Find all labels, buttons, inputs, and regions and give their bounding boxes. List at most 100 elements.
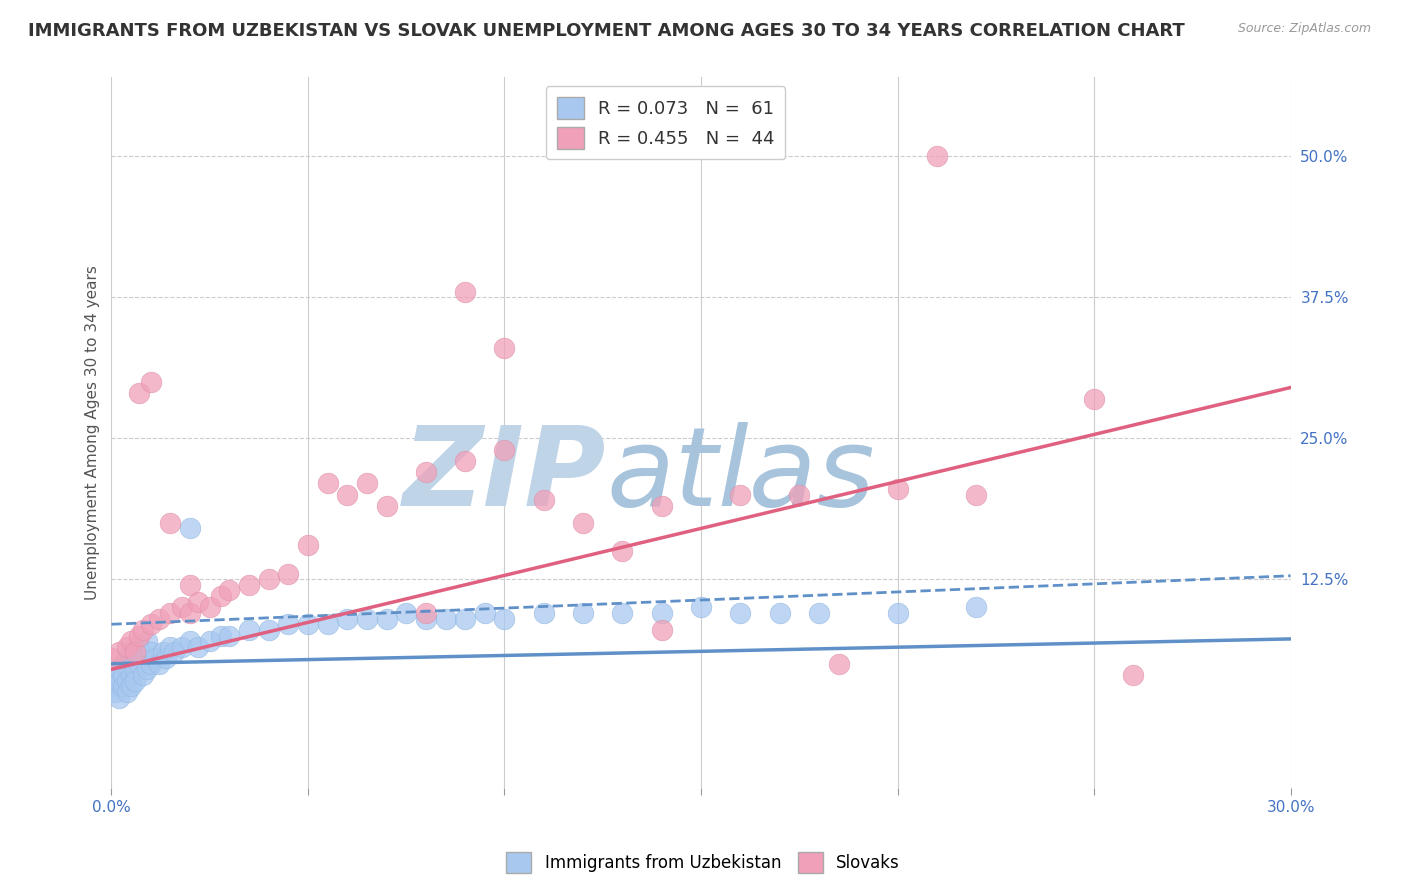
Point (454, 612, 477, 626)
Point (572, 606, 595, 620)
Point (124, 662, 146, 676)
Point (124, 645, 146, 659)
Point (132, 623, 155, 637)
Point (454, 285, 477, 299)
Point (612, 544, 634, 558)
Text: IMMIGRANTS FROM UZBEKISTAN VS SLOVAK UNEMPLOYMENT AMONG AGES 30 TO 34 YEARS CORR: IMMIGRANTS FROM UZBEKISTAN VS SLOVAK UNE… (28, 22, 1185, 40)
Point (336, 612, 359, 626)
Point (108, 662, 131, 676)
Point (115, 685, 138, 699)
Point (238, 623, 260, 637)
Point (415, 465, 437, 479)
Point (1122, 668, 1144, 682)
Point (104, 685, 127, 699)
Point (187, 595, 209, 609)
Legend: R = 0.073   N =  61, R = 0.455   N =  44: R = 0.073 N = 61, R = 0.455 N = 44 (546, 87, 786, 160)
Point (494, 612, 516, 626)
Point (336, 487, 359, 501)
Point (277, 566, 299, 581)
Point (139, 657, 162, 671)
Point (115, 673, 138, 688)
Point (211, 628, 233, 642)
Point (494, 442, 516, 457)
Point (112, 668, 135, 682)
Point (115, 651, 138, 665)
Point (152, 645, 174, 659)
Point (730, 606, 752, 620)
Point (651, 499, 673, 513)
Point (218, 583, 240, 598)
Point (187, 640, 209, 654)
Point (218, 628, 240, 642)
Point (159, 640, 181, 654)
Point (572, 516, 595, 530)
Point (211, 589, 233, 603)
Point (148, 657, 170, 671)
Point (172, 600, 194, 615)
Point (135, 634, 157, 648)
Point (179, 578, 201, 592)
Point (112, 657, 135, 671)
Point (124, 673, 146, 688)
Point (159, 606, 181, 620)
Point (395, 606, 418, 620)
Point (690, 600, 713, 615)
Point (155, 651, 177, 665)
Point (612, 606, 634, 620)
Point (277, 617, 299, 632)
Point (128, 657, 150, 671)
Point (198, 600, 221, 615)
Point (297, 538, 319, 552)
Point (1083, 392, 1105, 406)
Point (965, 487, 987, 501)
Point (172, 640, 194, 654)
Point (179, 606, 201, 620)
Point (139, 617, 162, 632)
Point (238, 578, 260, 592)
Point (415, 612, 437, 626)
Point (108, 673, 131, 688)
Point (730, 487, 752, 501)
Point (128, 640, 150, 654)
Point (454, 454, 477, 468)
Point (494, 341, 516, 355)
Point (135, 662, 157, 676)
Point (120, 679, 142, 693)
Point (651, 623, 673, 637)
Point (108, 690, 131, 705)
Point (115, 640, 138, 654)
Point (886, 482, 908, 496)
Point (128, 386, 150, 401)
Point (159, 516, 181, 530)
Point (886, 606, 908, 620)
Y-axis label: Unemployment Among Ages 30 to 34 years: Unemployment Among Ages 30 to 34 years (86, 265, 100, 600)
Point (132, 668, 155, 682)
Point (128, 628, 150, 642)
Point (415, 606, 437, 620)
Point (356, 612, 378, 626)
Point (104, 668, 127, 682)
Point (112, 679, 135, 693)
Point (827, 657, 849, 671)
Point (297, 617, 319, 632)
Point (163, 645, 186, 659)
Point (533, 606, 555, 620)
Text: atlas: atlas (606, 422, 876, 529)
Point (143, 651, 166, 665)
Point (474, 606, 496, 620)
Point (257, 572, 280, 586)
Point (651, 606, 673, 620)
Point (100, 651, 122, 665)
Point (787, 487, 810, 501)
Point (198, 634, 221, 648)
Text: ZIP: ZIP (404, 422, 606, 529)
Point (375, 499, 398, 513)
Point (120, 668, 142, 682)
Point (807, 606, 830, 620)
Point (100, 679, 122, 693)
Point (139, 375, 162, 389)
Point (356, 476, 378, 491)
Text: Source: ZipAtlas.com: Source: ZipAtlas.com (1237, 22, 1371, 36)
Point (925, 149, 948, 163)
Point (179, 634, 201, 648)
